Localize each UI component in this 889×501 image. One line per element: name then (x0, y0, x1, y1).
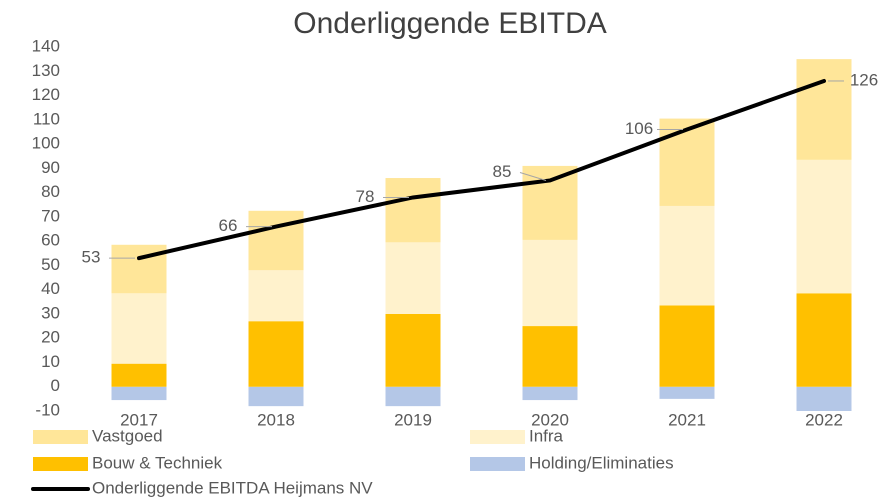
bar-segment (248, 386, 304, 407)
data-label: 85 (493, 162, 512, 181)
bar-segment (659, 205, 715, 306)
y-tick-label: -10 (35, 400, 60, 419)
bar-segment (659, 305, 715, 387)
data-label: 66 (219, 216, 238, 235)
y-tick-label: 140 (32, 36, 60, 55)
y-tick-label: 60 (41, 231, 60, 250)
legend-label: Onderliggende EBITDA Heijmans NV (92, 478, 373, 497)
y-tick-label: 70 (41, 206, 60, 225)
bar-segment (522, 239, 578, 327)
data-label: 126 (850, 70, 878, 89)
bar-segment (796, 293, 852, 387)
data-label: 106 (625, 119, 653, 138)
bar-segment (385, 386, 441, 407)
bar-segment (111, 293, 167, 364)
bar-segment (522, 326, 578, 387)
y-tick-label: 50 (41, 255, 60, 274)
chart-title: Onderliggende EBITDA (293, 7, 607, 40)
bar-segment (385, 178, 441, 243)
leader-line (519, 171, 547, 181)
legend-swatch (470, 457, 525, 471)
y-tick-label: 100 (32, 134, 60, 153)
bar-segment (522, 165, 578, 240)
y-tick-label: 130 (32, 61, 60, 80)
y-tick-label: 110 (33, 109, 60, 128)
legend-label: Vastgoed (92, 426, 163, 445)
y-tick-label: 90 (41, 158, 60, 177)
y-tick-label: 80 (41, 182, 60, 201)
bar-segment (385, 313, 441, 387)
x-tick-label: 2018 (257, 410, 295, 429)
bar-segment (796, 159, 852, 294)
bar-segment (248, 270, 304, 322)
bar-segment (796, 59, 852, 160)
x-tick-label: 2017 (120, 410, 158, 429)
legend-label: Bouw & Techniek (92, 453, 223, 472)
bar-segment (248, 210, 304, 271)
y-tick-label: 20 (41, 328, 60, 347)
y-tick-label: 120 (32, 85, 60, 104)
line-series (137, 78, 826, 261)
legend-label: Infra (529, 426, 564, 445)
x-tick-label: 2022 (805, 410, 843, 429)
x-tick-label: 2021 (668, 410, 706, 429)
bar-segment (385, 242, 441, 314)
bar-segment (111, 386, 167, 401)
legend-label: Holding/Eliminaties (529, 453, 674, 472)
data-label: 53 (82, 248, 101, 267)
legend-swatch (33, 430, 88, 444)
bar-segment (248, 321, 304, 387)
legend-swatch (33, 457, 88, 471)
bar-segment (659, 118, 715, 206)
x-tick-label: 2019 (394, 410, 432, 429)
bar-segment (796, 386, 852, 411)
legend-swatch (470, 430, 525, 444)
y-tick-label: 30 (41, 303, 60, 322)
y-tick-label: 0 (51, 376, 60, 395)
y-tick-label: 10 (41, 352, 60, 371)
bar-segment (659, 386, 715, 399)
bar-segment (522, 386, 578, 401)
y-tick-label: 40 (41, 279, 60, 298)
data-label: 78 (356, 187, 375, 206)
bar-segment (111, 363, 167, 387)
x-tick-label: 2020 (531, 410, 569, 429)
